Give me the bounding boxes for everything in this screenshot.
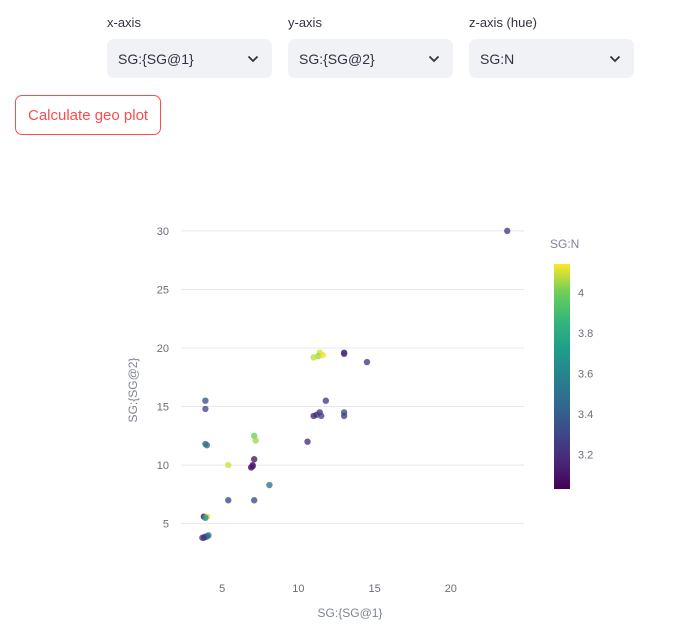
- y-axis-title: SG:{SG@2}: [126, 358, 140, 423]
- colorbar-ticks: 3.2 3.4 3.6 3.8 4: [578, 287, 593, 461]
- data-point: [225, 461, 232, 469]
- data-point: [340, 350, 348, 358]
- y-tick-label: 15: [157, 402, 169, 414]
- data-point: [304, 438, 311, 445]
- y-axis-label: y-axis: [288, 15, 322, 30]
- data-point: [363, 358, 371, 366]
- y-tick-label: 25: [157, 284, 169, 296]
- data-point: [266, 481, 273, 489]
- data-point: [203, 442, 211, 449]
- x-tick-label: 10: [292, 583, 304, 595]
- x-tick-label: 20: [445, 583, 457, 595]
- z-axis-select-group: z-axis (hue) SG:N: [469, 14, 634, 78]
- data-point: [250, 497, 258, 504]
- chevron-down-icon: [246, 52, 260, 66]
- data-point: [249, 461, 256, 469]
- data-point: [318, 412, 325, 420]
- x-axis-title: SG:{SG@1}: [318, 606, 383, 620]
- chevron-down-icon: [608, 52, 622, 66]
- data-point: [202, 397, 209, 404]
- x-axis-ticks: 5 10 15 20: [219, 583, 457, 595]
- data-point: [202, 405, 209, 413]
- x-axis-select[interactable]: SG:{SG@1}: [107, 39, 272, 78]
- colorbar-tick-label: 3.4: [578, 409, 593, 421]
- data-point: [225, 497, 232, 504]
- x-axis-label: x-axis: [107, 15, 141, 30]
- data-point: [340, 412, 348, 420]
- colorbar-tick-label: 3.6: [578, 368, 593, 380]
- colorbar-title: SG:N: [550, 237, 579, 251]
- chevron-down-icon: [427, 52, 441, 66]
- y-tick-label: 10: [157, 460, 169, 472]
- z-axis-label: z-axis (hue): [469, 15, 537, 30]
- data-point: [319, 351, 326, 359]
- y-axis-select-value: SG:{SG@2}: [299, 50, 375, 67]
- y-axis-select[interactable]: SG:{SG@2}: [288, 39, 453, 78]
- data-point: [310, 412, 317, 420]
- data-point: [252, 437, 259, 444]
- y-tick-label: 20: [157, 343, 169, 355]
- data-point: [310, 354, 317, 361]
- y-tick-label: 5: [163, 519, 169, 531]
- data-point: [205, 532, 212, 539]
- data-point: [504, 227, 511, 235]
- data-points: [199, 227, 511, 541]
- data-point: [322, 397, 330, 404]
- z-axis-select-value: SG:N: [480, 50, 515, 67]
- x-tick-label: 15: [368, 583, 380, 595]
- colorbar-tick-label: 4: [578, 287, 584, 299]
- y-tick-label: 30: [157, 226, 169, 238]
- colorbar-tick-label: 3.2: [578, 450, 593, 462]
- x-axis-select-value: SG:{SG@1}: [118, 50, 194, 67]
- x-tick-label: 5: [219, 583, 225, 595]
- colorbar: [554, 264, 570, 489]
- z-axis-select[interactable]: SG:N: [469, 39, 634, 78]
- colorbar-tick-label: 3.8: [578, 328, 593, 340]
- data-point: [250, 456, 258, 463]
- y-axis-ticks: 5 10 15 20 25 30: [157, 226, 169, 531]
- calculate-geo-plot-button[interactable]: Calculate geo plot: [15, 95, 162, 135]
- x-axis-select-group: x-axis SG:{SG@1}: [107, 14, 272, 78]
- data-point: [202, 514, 209, 522]
- y-axis-select-group: y-axis SG:{SG@2}: [288, 14, 453, 78]
- grid-lines: [181, 230, 524, 525]
